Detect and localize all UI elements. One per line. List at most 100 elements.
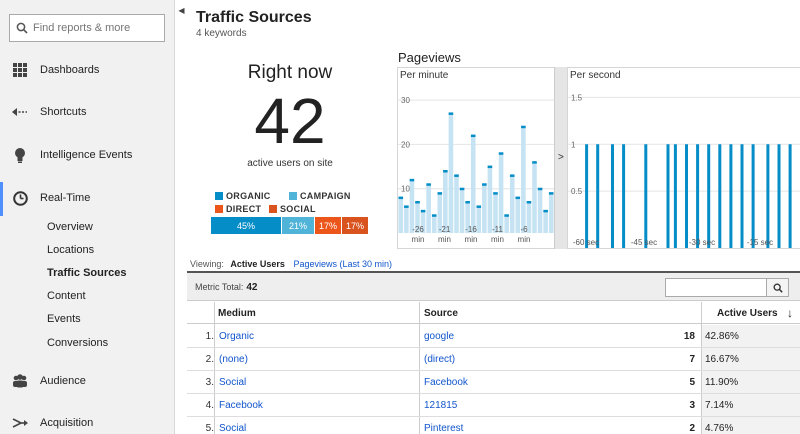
bar-area xyxy=(515,197,521,233)
bar-cap xyxy=(454,174,459,177)
table-row: 4. Facebook 121815 3 7.14% xyxy=(187,394,800,417)
row-percent: 42.86% xyxy=(705,331,739,342)
clock-icon xyxy=(12,190,28,206)
nav-acquisition[interactable]: Acquisition xyxy=(0,412,175,434)
per-second-spike xyxy=(622,144,626,248)
table-search xyxy=(665,278,789,297)
x-tick-unit: min xyxy=(518,235,531,244)
subnav-events[interactable]: Events xyxy=(47,313,81,325)
row-medium[interactable]: (none) xyxy=(219,354,248,365)
col-source[interactable]: Source xyxy=(424,308,458,319)
table-row: 3. Social Facebook 5 11.90% xyxy=(187,371,800,394)
metric-total-value: 42 xyxy=(246,282,258,293)
direct-swatch xyxy=(215,205,223,213)
subnav-traffic-sources[interactable]: Traffic Sources xyxy=(47,267,127,279)
x-tick-unit: min xyxy=(412,235,425,244)
y-tick-label: 0.5 xyxy=(571,187,583,196)
bar-area xyxy=(437,193,443,233)
nav-shortcuts[interactable]: Shortcuts xyxy=(0,101,175,123)
viewing-active-users[interactable]: Active Users xyxy=(230,259,285,269)
share-segment-direct: 17% xyxy=(315,217,342,234)
per-second-spike xyxy=(666,144,670,248)
legend-campaign: CAMPAIGN xyxy=(289,191,351,201)
x-tick-label: -21 xyxy=(439,225,451,234)
row-source[interactable]: google xyxy=(424,331,455,342)
col-divider xyxy=(214,302,215,434)
row-source[interactable]: Pinterest xyxy=(424,423,464,434)
legend-label: SOCIAL xyxy=(280,204,316,214)
bar-cap xyxy=(504,214,509,217)
row-percent: 4.76% xyxy=(705,423,734,434)
y-tick-label: 1 xyxy=(571,140,576,149)
row-medium[interactable]: Facebook xyxy=(219,400,263,411)
lightbulb-icon xyxy=(12,147,28,163)
x-tick-label: -26 xyxy=(412,225,424,234)
per-second-spike xyxy=(644,144,648,248)
percent-column-bg xyxy=(701,325,800,434)
y-tick-label: 10 xyxy=(401,185,410,194)
nav-audience[interactable]: Audience xyxy=(0,370,175,392)
per-second-spike xyxy=(751,144,755,248)
x-tick-label: -11 xyxy=(492,225,504,234)
y-tick-label: 1.5 xyxy=(571,93,583,102)
row-source[interactable]: (direct) xyxy=(424,354,456,365)
table-search-button[interactable] xyxy=(766,279,788,296)
legend-label: DIRECT xyxy=(226,204,262,214)
row-medium[interactable]: Organic xyxy=(219,331,255,342)
bar-area xyxy=(454,175,459,233)
nav-intelligence-events[interactable]: Intelligence Events xyxy=(0,144,175,166)
col-active-users[interactable]: Active Users xyxy=(717,308,778,319)
collapse-sidebar-button[interactable]: ◀ xyxy=(178,5,185,15)
legend-label: ORGANIC xyxy=(226,191,271,201)
x-tick-label: -45 sec xyxy=(631,238,657,247)
viewing-toggle: Viewing: Active Users Pageviews (Last 30… xyxy=(190,259,392,269)
share-segment-social: 17% xyxy=(342,217,369,234)
nav-label: Intelligence Events xyxy=(40,149,133,161)
active-users-caption: active users on site xyxy=(247,158,333,169)
right-now-label: Right now xyxy=(247,62,333,83)
x-tick-label: -15 sec xyxy=(747,238,773,247)
search-box[interactable] xyxy=(9,14,165,42)
row-medium[interactable]: Social xyxy=(219,423,247,434)
viewing-pageviews-link[interactable]: Pageviews (Last 30 min) xyxy=(293,259,392,269)
bar-area xyxy=(532,162,537,233)
traffic-table: Metric Total: 42 Medium Source Active Use… xyxy=(187,271,800,434)
per-second-spike xyxy=(777,144,781,248)
col-medium[interactable]: Medium xyxy=(218,308,256,319)
table-row: 5. Social Pinterest 2 4.76% xyxy=(187,417,800,434)
metric-total: Metric Total: 42 xyxy=(195,282,257,293)
bar-cap xyxy=(476,205,482,208)
bar-cap xyxy=(404,205,409,208)
bar-area xyxy=(504,215,509,233)
sort-desc-icon[interactable]: ↓ xyxy=(787,306,793,320)
search-input[interactable] xyxy=(33,22,163,34)
bar-area xyxy=(426,184,431,233)
subnav-overview[interactable]: Overview xyxy=(47,221,93,233)
row-medium[interactable]: Social xyxy=(219,377,247,388)
bar-cap xyxy=(465,201,470,204)
bar-area xyxy=(498,153,504,233)
row-index: 2. xyxy=(205,354,214,365)
row-active-users: 18 xyxy=(683,331,695,342)
row-active-users: 3 xyxy=(689,400,695,411)
per-second-chart: 1.5 1 0.5 -60 sec -45 sec -30 sec -15 sec xyxy=(567,67,800,249)
subnav-locations[interactable]: Locations xyxy=(47,244,95,256)
per-second-spike xyxy=(696,144,700,248)
subnav-content[interactable]: Content xyxy=(47,290,86,302)
shortcut-arrow-icon xyxy=(12,104,28,120)
metric-total-label: Metric Total: xyxy=(195,282,244,292)
subnav-conversions[interactable]: Conversions xyxy=(47,337,109,349)
per-second-spike xyxy=(740,144,744,248)
chart-divider-handle[interactable]: > xyxy=(554,67,568,249)
nav-dashboards[interactable]: Dashboards xyxy=(0,59,175,81)
table-search-input[interactable] xyxy=(666,279,766,296)
table-row: 2. (none) (direct) 7 16.67% xyxy=(187,348,800,371)
bar-area xyxy=(409,179,415,233)
organic-swatch xyxy=(215,192,223,200)
bar-area xyxy=(431,215,437,233)
nav-real-time[interactable]: Real-Time xyxy=(0,187,175,209)
row-source[interactable]: 121815 xyxy=(424,400,458,411)
row-source[interactable]: Facebook xyxy=(424,377,468,388)
share-segment-campaign: 21% xyxy=(282,217,315,234)
y-tick-label: 20 xyxy=(401,140,410,149)
